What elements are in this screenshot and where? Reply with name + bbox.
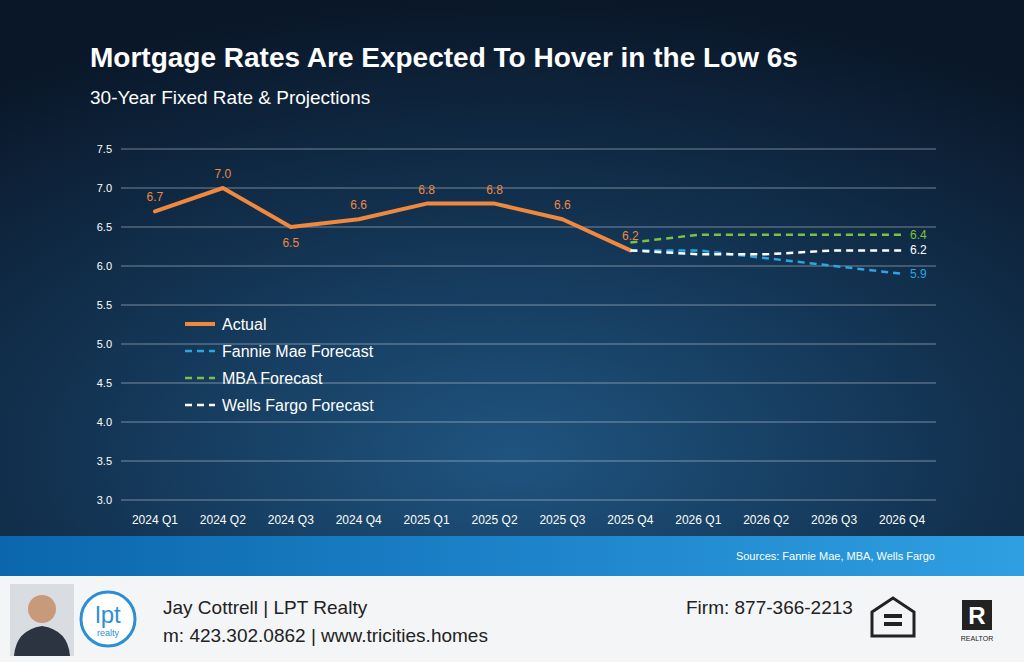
data-label: 6.5 (282, 236, 299, 250)
background (0, 0, 1024, 536)
grid-line (121, 461, 936, 462)
data-label: 6.6 (350, 198, 367, 212)
source-band (0, 536, 1024, 576)
logo-text: lpt (95, 601, 121, 628)
x-tick-label: 2024 Q2 (200, 513, 246, 527)
legend-swatch (185, 404, 215, 407)
legend-label: MBA Forecast (222, 370, 323, 387)
y-tick-label: 3.5 (97, 455, 112, 467)
grid-line (121, 500, 936, 501)
x-tick-label: 2025 Q4 (607, 513, 653, 527)
data-label: 6.6 (554, 198, 571, 212)
agent-photo (10, 584, 74, 656)
realtor-label: REALTOR (961, 635, 993, 642)
data-label: 7.0 (215, 167, 232, 181)
y-tick-label: 6.0 (97, 260, 112, 272)
y-tick-label: 4.0 (97, 416, 112, 428)
grid-line (121, 266, 936, 267)
x-tick-label: 2025 Q1 (404, 513, 450, 527)
agent-photo-head (28, 595, 56, 623)
y-tick-label: 5.5 (97, 299, 112, 311)
series-line (630, 250, 902, 254)
equal-housing-icon (872, 598, 914, 636)
equal-housing-bar (884, 614, 902, 618)
y-tick-label: 3.0 (97, 494, 112, 506)
firm-phone: Firm: 877-366-2213 (686, 597, 853, 618)
agent-name: Jay Cottrell | LPT Realty (163, 597, 368, 618)
data-label: 6.7 (147, 190, 164, 204)
y-tick-label: 4.5 (97, 377, 112, 389)
logo-subtext: realty (97, 628, 120, 638)
equal-housing-bar (884, 622, 902, 626)
source: Sources: Fannie Mae, MBA, Wells Fargo (736, 550, 935, 562)
x-tick-label: 2026 Q4 (879, 513, 925, 527)
y-tick-label: 6.5 (97, 221, 112, 233)
x-tick-label: 2025 Q3 (539, 513, 585, 527)
title: Mortgage Rates Are Expected To Hover in … (90, 42, 798, 73)
x-tick-label: 2024 Q1 (132, 513, 178, 527)
grid-line (121, 305, 936, 306)
grid-line (121, 188, 936, 189)
data-label: 6.2 (622, 229, 639, 243)
grid-line (121, 149, 936, 150)
chart-root: Mortgage Rates Are Expected To Hover in … (0, 0, 1024, 662)
legend-label: Actual (222, 316, 266, 333)
x-tick-label: 2026 Q3 (811, 513, 857, 527)
footer-bg (0, 576, 1024, 662)
data-label: 6.8 (418, 183, 435, 197)
y-tick-label: 5.0 (97, 338, 112, 350)
legend-label: Wells Fargo Forecast (222, 397, 374, 414)
y-tick-label: 7.0 (97, 182, 112, 194)
data-label: 6.8 (486, 183, 503, 197)
legend-swatch (185, 322, 215, 326)
series-line (630, 235, 902, 243)
agent-contact: m: 423.302.0862 | www.tricities.homes (163, 625, 488, 646)
data-label: 5.9 (910, 267, 927, 281)
x-tick-label: 2025 Q2 (472, 513, 518, 527)
data-label: 6.2 (910, 243, 927, 257)
agent-photo-body (14, 626, 70, 656)
x-tick-label: 2026 Q2 (743, 513, 789, 527)
x-tick-label: 2024 Q3 (268, 513, 314, 527)
grid (121, 149, 936, 500)
data-label: 6.4 (910, 228, 927, 242)
realtor-mark: R (968, 602, 985, 629)
x-tick-label: 2026 Q1 (675, 513, 721, 527)
marks (155, 188, 902, 274)
realtor-icon (962, 600, 992, 630)
grid-line (121, 422, 936, 423)
series-line (155, 188, 630, 250)
subtitle: 30-Year Fixed Rate & Projections (90, 87, 370, 108)
legend-label: Fannie Mae Forecast (222, 343, 374, 360)
legend-swatch (185, 377, 215, 380)
x-tick-label: 2024 Q4 (336, 513, 382, 527)
legend-swatch (185, 350, 215, 353)
grid-line (121, 227, 936, 228)
y-tick-label: 7.5 (97, 143, 112, 155)
logo (81, 592, 135, 646)
series-line (630, 250, 902, 273)
